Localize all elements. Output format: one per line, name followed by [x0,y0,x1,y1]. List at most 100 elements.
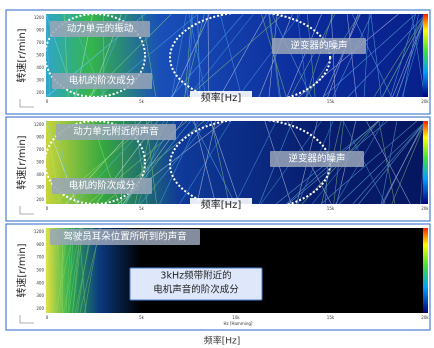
axis-bracket [19,99,34,108]
y-tick-label: 700 [36,147,44,152]
y-tick-label: 300 [36,185,44,190]
y-tick-label: 1200 [34,229,45,234]
x-tick-label: 15k [327,99,335,104]
x-axis-label-box [190,91,252,105]
y-tick-label: 200 [36,306,44,311]
streak [358,120,427,205]
x-tick-label: 20k [421,206,429,211]
streak [366,120,411,205]
y-tick-label: 900 [36,135,44,140]
streak [159,120,199,205]
streak [298,13,399,98]
annotation-text: 3kHz频带附近的 [160,270,231,282]
axis-bracket [19,315,34,324]
streak [363,13,370,98]
streak [327,13,359,98]
streak [390,13,417,98]
y-tick-label: 400 [36,65,44,70]
x-tick-label: 20k [421,99,429,104]
y-tick-label: 1200 [34,15,45,20]
streak [261,13,287,98]
annotation-text: 电机声音的阶次成分 [153,284,239,296]
x-axis-label: 频率[Hz] [201,198,242,211]
panel: 120090070050040030020005k10k15k20k转速[r/m… [5,9,431,115]
streak [187,13,284,98]
streak [401,13,427,98]
streak [268,13,278,98]
color-bar [423,121,428,204]
y-tick-label: 700 [36,40,44,45]
streak [237,13,301,98]
streak [370,13,382,98]
y-axis-label: 转速[r/min] [15,28,28,82]
annotation-text: 驾驶员耳朵位置所听到的声音 [63,231,187,243]
annotation-box [272,38,366,54]
streak [286,13,322,98]
streak [45,227,54,314]
streak [347,13,427,98]
streak [271,13,312,98]
y-tick-label: 500 [36,268,44,273]
x-axis-label: Hz [Hamming] [224,321,253,326]
streak [411,13,425,98]
streak [332,13,373,98]
panel: 120090070050040030020005k10k15k20k转速[r/m… [5,116,431,222]
y-tick-label: 400 [36,280,44,285]
annotation-text: 逆变器的噪声 [288,153,345,165]
streak [258,13,293,98]
streak [187,13,254,98]
annotation-text: 电机的阶次成分 [69,180,136,192]
annotation-box [129,267,263,301]
y-tick-label: 1200 [34,122,45,127]
streak [170,13,244,98]
streak [184,13,205,98]
footer-label: 频率[Hz] [204,335,241,347]
streak [322,13,416,98]
x-axis-label-box [190,198,252,212]
streak [378,120,396,205]
streak [171,13,187,98]
annotation-box [52,178,152,194]
streak [346,13,357,98]
annotation-box [56,124,176,140]
streak [234,120,277,205]
x-tick-label: 5k [139,315,145,320]
y-tick-label: 200 [36,90,44,95]
streak [352,120,427,205]
x-tick-label: 0 [46,315,49,320]
streak [192,120,236,205]
highlight-ellipse [44,120,146,205]
streak [351,13,392,98]
streak [343,120,386,205]
x-tick-label: 20k [421,315,429,320]
x-tick-label: 0 [46,99,49,104]
y-axis-label: 转速[r/min] [15,135,28,189]
streak [172,13,210,98]
y-tick-label: 200 [36,197,44,202]
streak [184,13,193,98]
streak [382,13,427,98]
axis-bracket [19,206,34,215]
streak [188,13,207,98]
annotation-box [270,151,364,167]
streak [196,120,216,205]
annotation-box [50,21,150,37]
streak [194,120,217,205]
annotation-text: 电机的阶次成分 [69,75,136,87]
streak [207,13,210,98]
streak [402,13,419,98]
streak [219,13,242,98]
y-tick-label: 700 [36,255,44,260]
streak [392,13,427,98]
streak [307,13,316,98]
streak [290,13,336,98]
annotation-box [50,229,200,245]
streak [269,13,281,98]
y-tick-label: 300 [36,78,44,83]
y-tick-label: 500 [36,53,44,58]
streak [322,13,361,98]
annotation-text: 动力单元的振动 [67,23,134,35]
streak [45,13,51,98]
